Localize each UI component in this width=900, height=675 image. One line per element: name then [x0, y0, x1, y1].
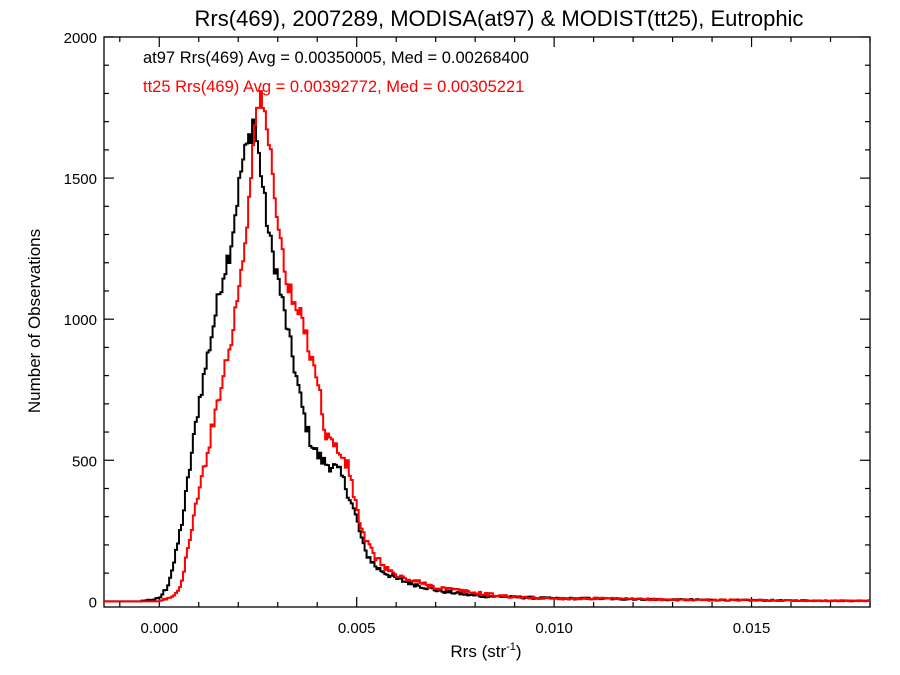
y-tick-label: 500	[72, 453, 97, 470]
x-axis-label: Rrs (str-1)	[450, 641, 521, 661]
axis-ticks	[104, 36, 871, 607]
x-axis-label-close: )	[516, 642, 522, 661]
y-tick-label: 1000	[64, 312, 97, 329]
x-axis-label-main: Rrs (str	[450, 642, 506, 661]
plot-frame	[103, 36, 871, 608]
x-axis-label-superscript: -1	[506, 641, 516, 653]
annotation-tt25: tt25 Rrs(469) Avg = 0.00392772, Med = 0.…	[143, 78, 524, 96]
tick-labels: 0.000 0.005 0.010 0.015 0 500 1000 1500 2000	[64, 30, 771, 637]
x-tick-label: 0.015	[733, 620, 771, 637]
y-tick-label: 0	[89, 594, 97, 611]
x-tick-label: 0.000	[141, 620, 179, 637]
series-layer	[104, 90, 870, 603]
annotation-at97: at97 Rrs(469) Avg = 0.00350005, Med = 0.…	[143, 49, 529, 67]
y-tick-label: 2000	[64, 30, 97, 47]
series-line-tt25	[104, 90, 870, 603]
x-tick-label: 0.005	[338, 620, 376, 637]
chart-title: Rrs(469), 2007289, MODISA(at97) & MODIST…	[195, 6, 804, 31]
x-tick-label: 0.010	[535, 620, 573, 637]
y-axis-label: Number of Observations	[25, 229, 44, 413]
y-tick-label: 1500	[64, 171, 97, 188]
